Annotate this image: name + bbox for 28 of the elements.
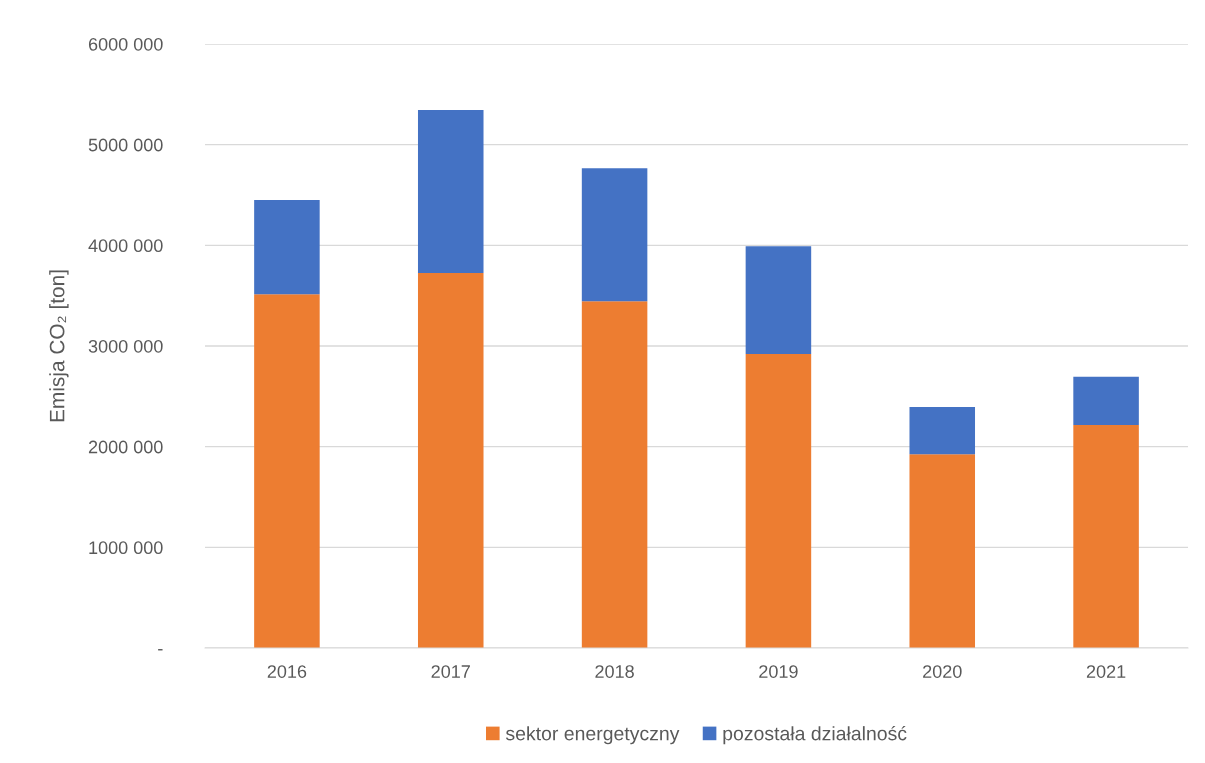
bar: [581, 168, 648, 302]
y-tick-label: 5000 000: [88, 138, 163, 152]
bar: [417, 109, 484, 274]
bar: [254, 200, 320, 295]
bar: [254, 294, 320, 648]
legend-label: sektor energetyczny: [505, 726, 680, 745]
x-tick-label: 2016: [267, 665, 307, 678]
y-tick-label: 4000 000: [88, 239, 163, 253]
bar: [581, 301, 648, 648]
bar: [1073, 425, 1139, 648]
y-tick-label: 1000 000: [89, 541, 163, 555]
y-axis-title: Emisja CO₂ [ton]: [49, 270, 69, 422]
bar: [1073, 376, 1139, 426]
bar: [909, 406, 976, 455]
y-tick-label: 6000 000: [88, 37, 163, 51]
bar: [909, 454, 976, 648]
bar: [745, 246, 812, 355]
x-tick-label: 2018: [595, 665, 634, 678]
legend-label: pozostała działalność: [723, 725, 907, 745]
x-tick-label: 2017: [431, 665, 470, 678]
y-tick-label: 2000 000: [88, 440, 163, 454]
y-tick-label: 3000 000: [88, 339, 163, 353]
bar: [745, 354, 812, 648]
x-tick-label: 2019: [759, 665, 798, 678]
x-tick-label: 2021: [1086, 665, 1126, 678]
bar: [417, 273, 484, 648]
x-tick-label: 2020: [923, 665, 962, 678]
y-tick-label: -: [158, 649, 163, 651]
